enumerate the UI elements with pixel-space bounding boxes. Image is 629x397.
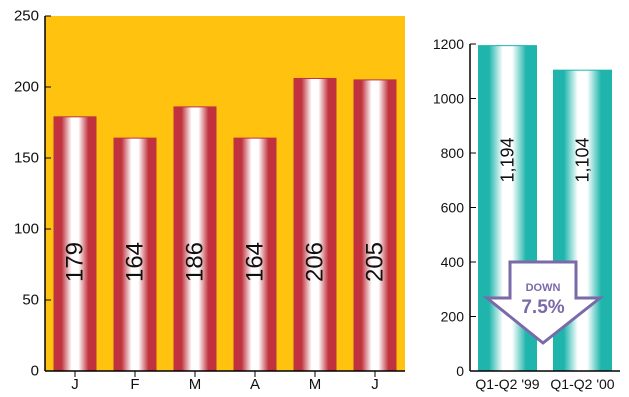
bar-value-label: 1,104 [573, 137, 593, 182]
bar-value-label: 206 [302, 242, 329, 282]
bar [53, 116, 97, 372]
bar [293, 77, 337, 372]
x-tick-label: M [189, 376, 202, 393]
y-tick-label: 150 [14, 150, 39, 167]
plot-background [45, 16, 405, 371]
x-tick-label: Q1-Q2 '99 [475, 376, 539, 392]
x-tick-label: Q1-Q2 '00 [550, 376, 614, 392]
x-tick-label: A [250, 376, 260, 393]
x-tick-label: J [71, 376, 79, 393]
y-tick-label: 1200 [433, 36, 464, 52]
bar-value-label: 164 [242, 242, 269, 282]
y-tick-label: 200 [14, 79, 39, 96]
bar-value-label: 179 [62, 242, 89, 282]
bar-value-label: 164 [122, 242, 149, 282]
y-tick-label: 100 [14, 221, 39, 238]
x-tick-label: M [309, 376, 322, 393]
y-tick-label: 200 [441, 309, 465, 325]
bar-value-label: 205 [362, 242, 389, 282]
y-tick-label: 0 [31, 363, 39, 380]
bar [173, 106, 217, 372]
y-tick-label: 0 [456, 363, 464, 379]
y-tick-label: 600 [441, 200, 465, 216]
down-arrow-annotation: DOWN 7.5% [482, 260, 605, 345]
bar [113, 137, 157, 372]
period-bar-chart: 1,194 1,104 0 200 400 600 800 1000 1200 Q1-Q2 '… [433, 36, 620, 392]
y-tick-label: 800 [441, 145, 465, 161]
monthly-bar-chart: 179 164 186 164 206 205 0 50 100 150 200 250 J F M A M… [14, 8, 405, 393]
annotation-label: DOWN [526, 282, 561, 294]
y-tick-label: 50 [22, 292, 39, 309]
annotation-value: 7.5% [521, 297, 564, 318]
bar-value-label: 1,194 [498, 137, 518, 182]
x-tick-label: F [130, 376, 139, 393]
y-tick-label: 400 [441, 254, 465, 270]
bar [233, 137, 277, 372]
bar-value-label: 186 [182, 242, 209, 282]
bar [353, 79, 397, 372]
down-arrow-icon [482, 260, 605, 345]
y-tick-label: 1000 [433, 91, 464, 107]
x-tick-label: J [371, 376, 379, 393]
y-tick-label: 250 [14, 8, 39, 25]
